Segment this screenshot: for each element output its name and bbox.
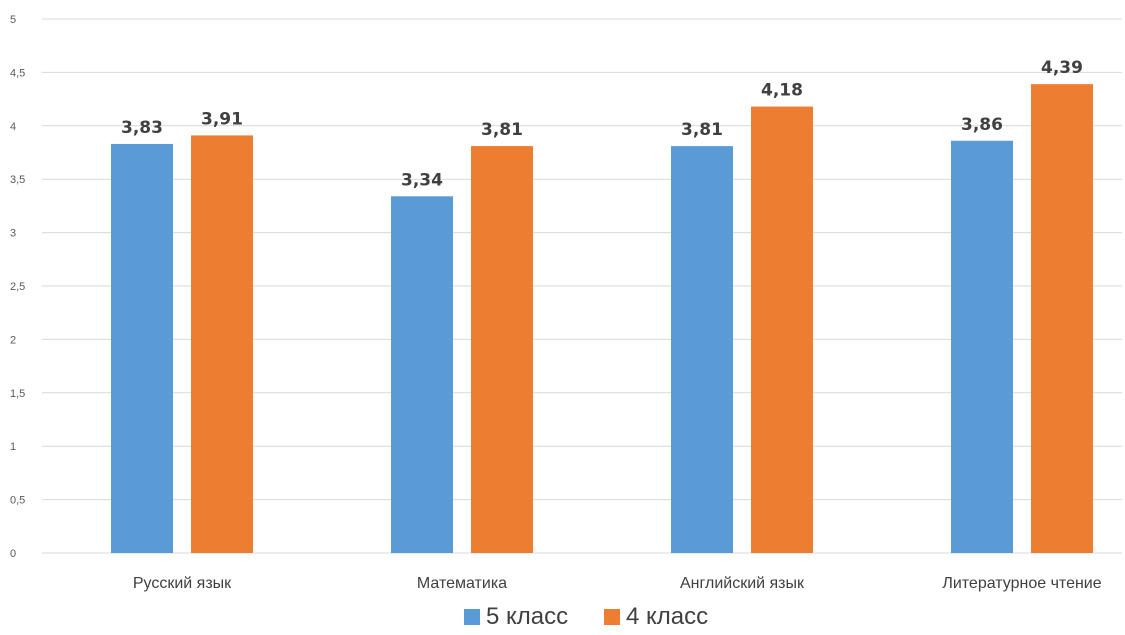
bar (471, 146, 533, 554)
y-tick-label: 4 (10, 121, 16, 133)
legend: 5 класс 4 класс (464, 603, 708, 630)
data-label: 4,18 (761, 81, 803, 101)
data-label: 4,39 (1041, 58, 1083, 78)
bar (1031, 84, 1093, 553)
data-label: 3,86 (961, 115, 1003, 135)
y-tick-label: 1,5 (10, 388, 25, 400)
y-tick-label: 5 (10, 14, 16, 26)
y-tick-label: 1 (10, 441, 16, 453)
legend-swatch (604, 609, 620, 625)
x-category-label: Математика (417, 575, 507, 592)
data-label: 3,81 (681, 120, 723, 140)
y-tick-label: 3,5 (10, 174, 25, 186)
y-tick-label: 2 (10, 334, 16, 346)
x-category-label: Русский язык (133, 575, 232, 592)
data-label: 3,34 (401, 170, 443, 190)
x-category-label: Английский язык (680, 575, 805, 592)
data-label: 3,91 (201, 109, 243, 129)
x-axis-category-labels: Русский язык Математика Английский язык Лит… (133, 575, 1102, 592)
y-tick-label: 0 (10, 548, 16, 560)
y-tick-label: 3 (10, 228, 16, 240)
y-axis-tick-labels: 0 0,5 1 1,5 2 2,5 3 3,5 4 4,5 5 (10, 14, 25, 560)
y-tick-label: 2,5 (10, 281, 25, 293)
y-tick-label: 4,5 (10, 67, 25, 79)
bar (111, 143, 173, 553)
bar (951, 140, 1013, 553)
legend-swatch (464, 609, 480, 625)
x-category-label: Литературное чтение (942, 575, 1101, 592)
data-label: 3,81 (481, 120, 523, 140)
bars (111, 84, 1093, 554)
bar (671, 146, 733, 554)
data-label: 3,83 (121, 118, 163, 138)
legend-label: 4 класс (626, 603, 708, 630)
y-tick-label: 0,5 (10, 495, 25, 507)
data-labels: 3,83 3,91 3,34 3,81 3,81 4,18 3,86 4,39 (121, 58, 1083, 190)
bar (191, 135, 253, 554)
bar (391, 196, 453, 553)
legend-label: 5 класс (486, 603, 568, 630)
bar (751, 106, 813, 554)
